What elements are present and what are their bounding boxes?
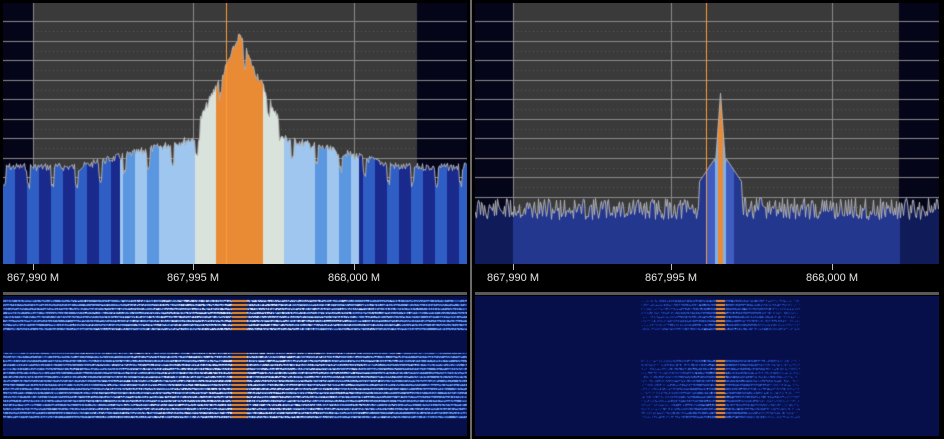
tick-mark	[671, 264, 672, 270]
splitter[interactable]	[3, 292, 467, 295]
waterfall-display[interactable]	[475, 296, 939, 436]
freq-label: 867,995 M	[645, 272, 697, 284]
tick-mark	[193, 264, 194, 270]
spectrum-plot[interactable]	[475, 3, 939, 264]
waterfall-display[interactable]	[3, 296, 467, 436]
freq-label: 867,990 M	[487, 272, 539, 284]
tick-mark	[513, 264, 514, 270]
freq-label: 868,000 M	[328, 272, 380, 284]
freq-label: 867,995 M	[167, 272, 219, 284]
frequency-axis: 867,990 M 867,995 M 868,000 M	[475, 264, 939, 292]
frequency-axis: 867,990 M 867,995 M 868,000 M	[3, 264, 467, 292]
tick-mark	[33, 264, 34, 270]
right-spectrum-panel: 867,990 M 867,995 M 868,000 M	[472, 0, 944, 439]
tick-mark	[832, 264, 833, 270]
tick-mark	[354, 264, 355, 270]
spectrum-plot[interactable]	[3, 3, 467, 264]
freq-label: 868,000 M	[806, 272, 858, 284]
splitter[interactable]	[475, 292, 939, 295]
freq-label: 867,990 M	[7, 272, 59, 284]
left-spectrum-panel: 867,990 M 867,995 M 868,000 M	[0, 0, 470, 439]
